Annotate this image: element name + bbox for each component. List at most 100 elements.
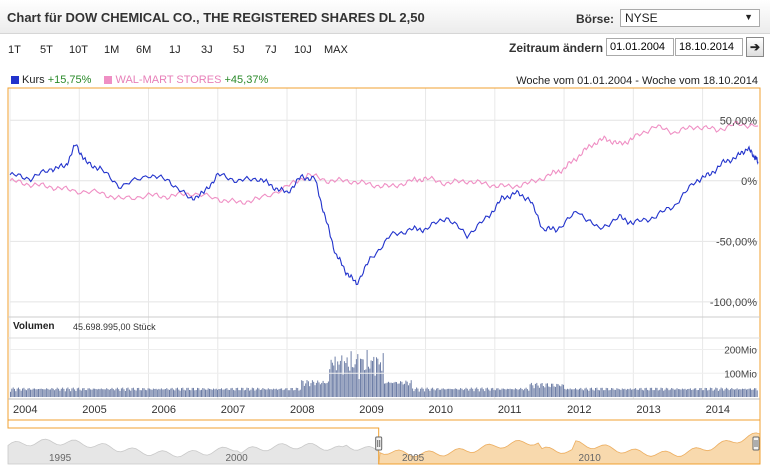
volume-bar [530,382,532,397]
volume-bar [537,385,539,397]
volume-bar [191,387,193,397]
volume-bar [116,387,118,397]
volume-bar [283,389,285,397]
volume-bar [115,388,117,397]
volume-bar [629,388,631,397]
legend-swatch-walmart [104,76,113,84]
volume-bar [233,389,235,397]
volume-bar [136,388,138,397]
volume-bar [318,382,320,397]
volume-bar [36,389,38,397]
navigator-handle-left[interactable] [375,436,383,451]
volume-bar [274,389,276,397]
volume-bar [540,383,542,397]
volume-bar [424,391,426,397]
volume-bar [275,388,277,397]
legend-item-walmart[interactable]: WAL-MART STORES +45,37% [104,74,268,86]
volume-bar [700,388,702,397]
date-to-input[interactable] [675,38,743,56]
volume-bar [548,386,550,397]
volume-bar [748,388,750,397]
volume-bar [717,390,719,397]
volume-bar [625,389,627,397]
volume-bar [357,354,359,397]
volume-bar [10,391,11,397]
volume-bar [131,388,133,397]
volume-bar [360,358,361,397]
x-tick-label: 2011 [498,404,522,416]
volume-bar [251,387,253,397]
period-1t[interactable]: 1T [8,44,21,56]
volume-bar [681,388,683,397]
navigator[interactable]: 1995 2000 2005 2010 [7,420,761,465]
volume-bar [90,389,92,397]
volume-bar [653,390,655,397]
volume-bar [394,381,396,397]
volume-bar [696,390,698,397]
volume-bar [680,389,682,397]
legend-item-kurs[interactable]: Kurs +15,75% [11,74,91,86]
volume-bar [637,389,639,397]
period-5j[interactable]: 5J [233,44,245,56]
period-5t[interactable]: 5T [40,44,53,56]
volume-bar [673,389,675,397]
period-6m[interactable]: 6M [136,44,152,56]
volume-bar [95,389,97,397]
volume-bar [75,391,77,397]
volume-bar [484,391,486,397]
volume-bar [404,383,405,397]
period-10t[interactable]: 10T [69,44,88,56]
volume-bar [372,361,373,397]
chart-title: Chart für DOW CHEMICAL CO., THE REGISTER… [7,10,425,25]
volume-bar [299,389,301,397]
volume-bar [237,387,239,397]
volume-bar [609,389,611,397]
volume-bar [342,374,344,397]
volume-bar [19,389,21,397]
volume-bar [16,388,18,397]
volume-bar [138,387,140,397]
volume-bar [685,389,687,397]
volume-bar [716,388,718,397]
legend-swatch-kurs [11,76,19,84]
navigator-handle-right[interactable] [752,436,760,451]
volume-bar [585,387,587,397]
period-max[interactable]: MAX [324,44,348,56]
volume-bar [589,388,591,397]
volume-bar [493,389,495,397]
volume-bar [754,388,755,397]
volume-bar [62,387,64,397]
volume-bar [514,388,516,397]
volume-bar [118,389,120,397]
volume-bar [599,390,600,397]
period-7j[interactable]: 7J [265,44,277,56]
x-tick-label: 2014 [706,404,730,416]
volume-bar [644,388,646,397]
volume-bar [719,389,721,397]
period-3j[interactable]: 3J [201,44,213,56]
volume-bar [469,388,471,397]
volume-bar [734,389,735,397]
volume-bar [351,367,353,397]
volume-bar [152,388,154,397]
volume-bar [450,389,452,397]
volume-bar [561,384,563,397]
volume-bar [645,387,647,397]
volume-bar [305,383,307,397]
volume-bar [707,390,709,397]
period-1m[interactable]: 1M [104,44,120,56]
volume-bar [104,389,106,397]
volume-bar [87,388,89,397]
date-from-input[interactable] [606,38,674,56]
period-10j[interactable]: 10J [294,44,312,56]
volume-bar [444,389,446,397]
volume-bar [310,383,312,397]
volume-bar [246,387,248,397]
volume-bar [731,388,733,397]
volume-bar [286,388,288,397]
exchange-select[interactable]: NYSE ▼ [620,9,760,27]
apply-range-button[interactable]: ➔ [746,37,764,57]
volume-bar [732,389,734,397]
period-1j[interactable]: 1J [169,44,181,56]
volume-bar [687,389,689,397]
